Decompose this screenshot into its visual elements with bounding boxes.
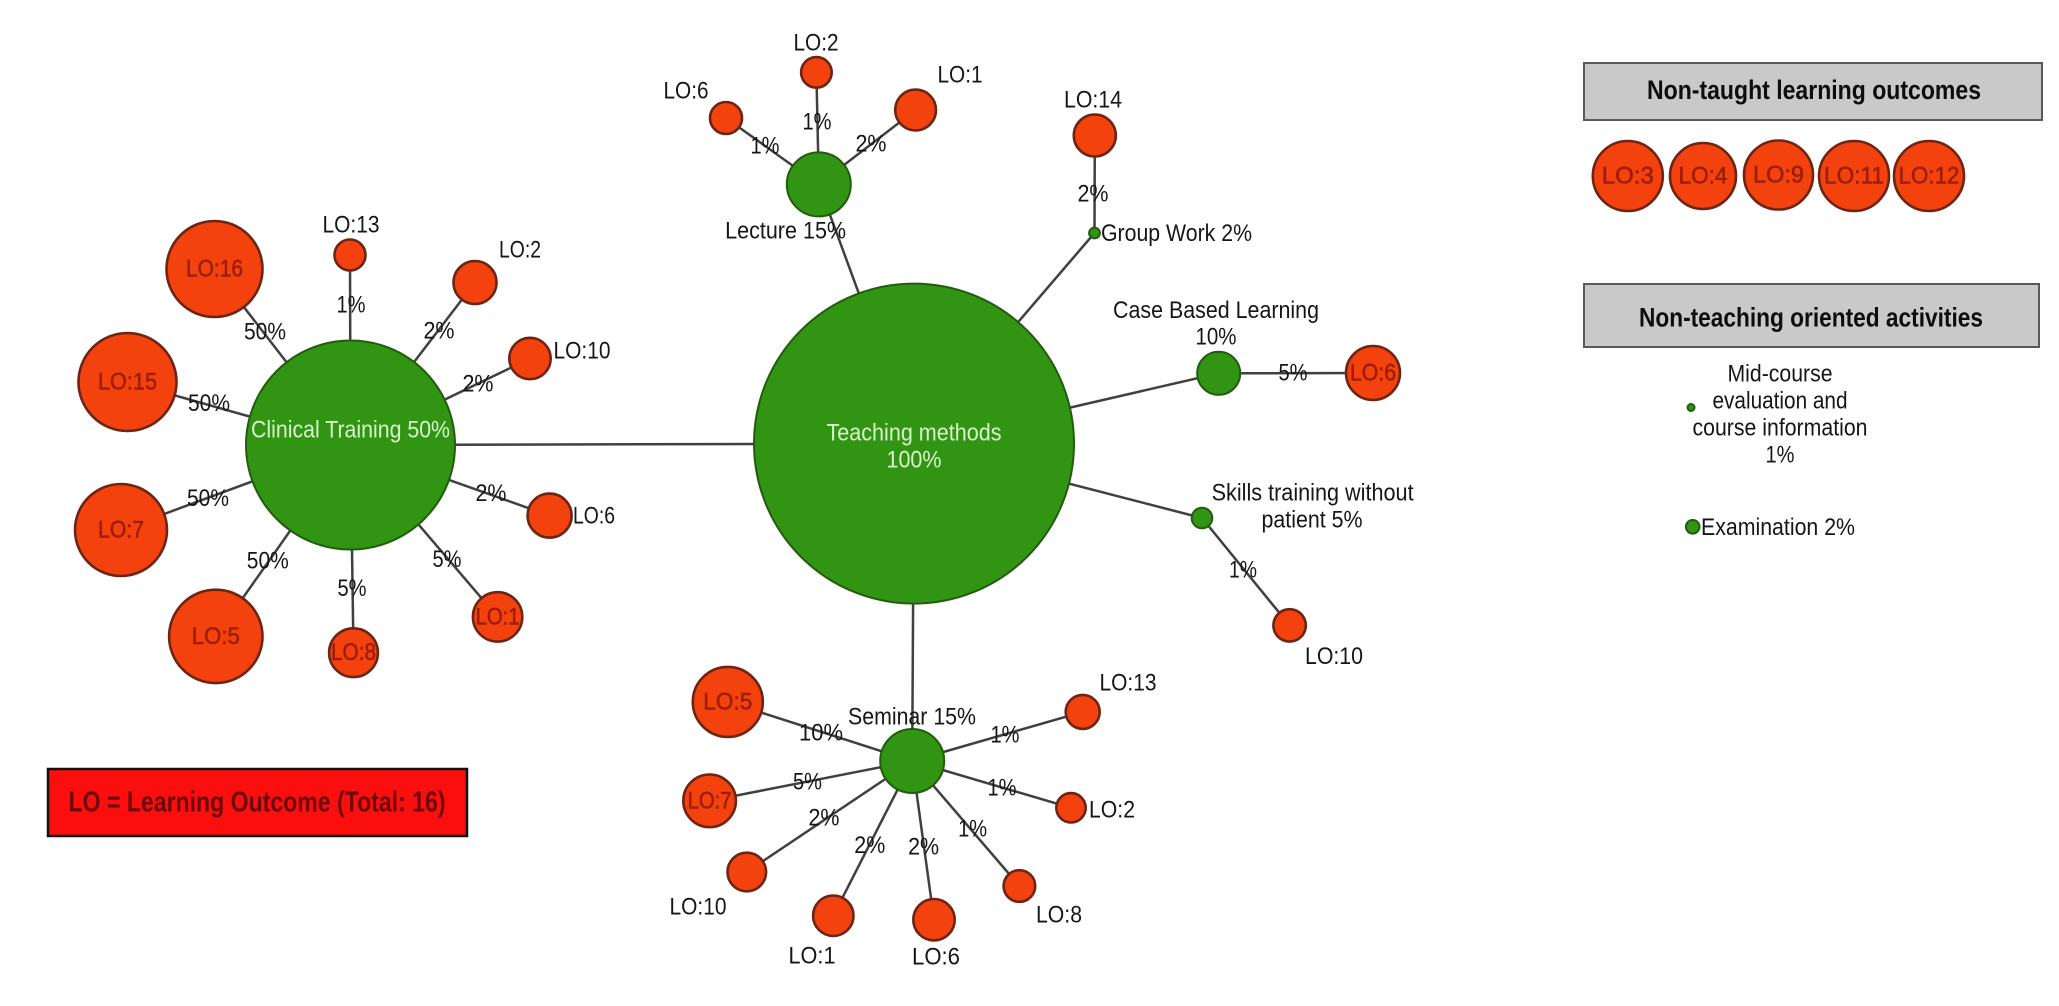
- svg-text:LO:7: LO:7: [98, 517, 144, 544]
- svg-text:2%: 2%: [476, 480, 507, 507]
- svg-text:LO:9: LO:9: [1753, 162, 1804, 189]
- svg-text:50%: 50%: [187, 485, 229, 512]
- svg-text:5%: 5%: [793, 769, 822, 796]
- svg-text:1%: 1%: [803, 109, 832, 136]
- svg-text:LO:1: LO:1: [789, 943, 836, 970]
- svg-text:LO:1: LO:1: [938, 62, 983, 89]
- svg-text:LO:8: LO:8: [1036, 902, 1082, 929]
- svg-text:100%: 100%: [887, 447, 942, 474]
- svg-text:LO:6: LO:6: [1350, 360, 1396, 387]
- svg-text:LO:13: LO:13: [323, 212, 380, 239]
- svg-text:Examination 2%: Examination 2%: [1701, 514, 1855, 541]
- svg-text:Group Work 2%: Group Work 2%: [1101, 220, 1252, 247]
- svg-text:50%: 50%: [244, 319, 286, 346]
- svg-text:LO:16: LO:16: [186, 256, 243, 283]
- svg-text:Lecture 15%: Lecture 15%: [725, 218, 846, 245]
- svg-text:50%: 50%: [247, 548, 289, 575]
- svg-text:LO:11: LO:11: [1824, 163, 1884, 190]
- svg-text:10%: 10%: [799, 720, 843, 747]
- svg-text:LO:14: LO:14: [1064, 87, 1122, 114]
- svg-text:Mid-course: Mid-course: [1728, 361, 1833, 388]
- svg-text:LO:4: LO:4: [1679, 163, 1728, 190]
- svg-text:2%: 2%: [856, 131, 887, 158]
- svg-text:1%: 1%: [988, 775, 1017, 802]
- svg-text:evaluation and: evaluation and: [1713, 388, 1848, 415]
- svg-text:LO:8: LO:8: [331, 639, 376, 666]
- svg-text:Case Based Learning: Case Based Learning: [1113, 297, 1319, 324]
- svg-text:2%: 2%: [908, 834, 939, 861]
- svg-text:LO:7: LO:7: [688, 787, 732, 814]
- svg-text:LO:10: LO:10: [1305, 643, 1363, 670]
- svg-text:LO:15: LO:15: [98, 369, 157, 396]
- svg-text:5%: 5%: [338, 575, 367, 602]
- svg-text:2%: 2%: [809, 805, 840, 832]
- svg-text:Seminar 15%: Seminar 15%: [848, 704, 976, 731]
- svg-text:Skills training without: Skills training without: [1212, 480, 1414, 507]
- svg-text:2%: 2%: [854, 832, 885, 859]
- svg-text:LO:2: LO:2: [1089, 797, 1135, 824]
- svg-text:patient 5%: patient 5%: [1262, 507, 1363, 534]
- svg-text:LO:2: LO:2: [794, 30, 839, 57]
- svg-text:LO = Learning Outcome (Total:: LO = Learning Outcome (Total: 16): [69, 787, 446, 819]
- svg-text:50%: 50%: [188, 390, 230, 417]
- svg-text:Clinical Training 50%: Clinical Training 50%: [251, 417, 450, 444]
- svg-text:LO:10: LO:10: [670, 894, 727, 921]
- svg-text:1%: 1%: [1229, 557, 1257, 584]
- svg-text:1%: 1%: [958, 816, 987, 843]
- svg-text:5%: 5%: [1279, 360, 1308, 387]
- svg-text:2%: 2%: [424, 318, 455, 345]
- svg-text:Teaching methods: Teaching methods: [827, 420, 1002, 447]
- svg-text:LO:3: LO:3: [1602, 163, 1654, 190]
- svg-text:Non-teaching oriented activiti: Non-teaching oriented activities: [1639, 303, 1983, 333]
- svg-text:LO:13: LO:13: [1100, 670, 1157, 697]
- svg-text:1%: 1%: [1766, 442, 1795, 469]
- svg-text:Non-taught learning outcomes: Non-taught learning outcomes: [1647, 75, 1981, 105]
- svg-text:LO:12: LO:12: [1899, 163, 1960, 190]
- svg-text:LO:6: LO:6: [573, 503, 615, 530]
- svg-text:LO:1: LO:1: [476, 603, 520, 630]
- svg-text:2%: 2%: [463, 371, 494, 398]
- svg-text:1%: 1%: [337, 292, 366, 319]
- svg-text:1%: 1%: [751, 133, 780, 160]
- svg-text:LO:6: LO:6: [664, 78, 709, 105]
- svg-text:10%: 10%: [1196, 324, 1237, 351]
- svg-text:1%: 1%: [991, 722, 1020, 749]
- svg-text:course information: course information: [1693, 415, 1868, 442]
- svg-text:LO:5: LO:5: [703, 688, 752, 715]
- svg-text:5%: 5%: [433, 546, 462, 573]
- svg-text:LO:5: LO:5: [192, 623, 240, 650]
- svg-text:LO:2: LO:2: [499, 237, 541, 264]
- svg-text:2%: 2%: [1078, 181, 1109, 208]
- svg-text:LO:10: LO:10: [554, 338, 611, 365]
- svg-text:LO:6: LO:6: [912, 944, 960, 971]
